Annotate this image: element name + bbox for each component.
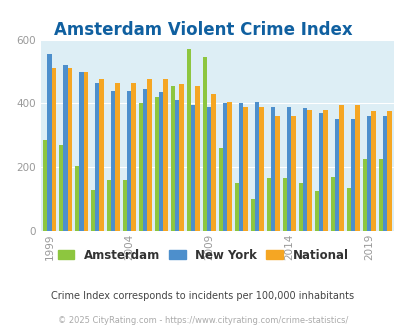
Bar: [377, 159, 382, 231]
Bar: [91, 189, 95, 231]
Bar: [339, 105, 343, 231]
Bar: [154, 97, 159, 231]
Text: © 2025 CityRating.com - https://www.cityrating.com/crime-statistics/: © 2025 CityRating.com - https://www.city…: [58, 316, 347, 325]
Bar: [115, 82, 119, 231]
Bar: [207, 107, 211, 231]
Bar: [250, 199, 254, 231]
Bar: [354, 105, 359, 231]
Bar: [147, 80, 151, 231]
Bar: [75, 166, 79, 231]
Bar: [275, 115, 279, 231]
Bar: [382, 116, 386, 231]
Bar: [322, 111, 327, 231]
Bar: [51, 68, 56, 231]
Bar: [362, 159, 366, 231]
Bar: [47, 54, 51, 231]
Bar: [334, 119, 339, 231]
Text: Crime Index corresponds to incidents per 100,000 inhabitants: Crime Index corresponds to incidents per…: [51, 291, 354, 301]
Bar: [366, 116, 370, 231]
Bar: [143, 89, 147, 231]
Bar: [266, 178, 270, 231]
Bar: [159, 92, 163, 231]
Bar: [239, 103, 243, 231]
Bar: [386, 112, 390, 231]
Bar: [227, 102, 231, 231]
Bar: [139, 103, 143, 231]
Bar: [254, 102, 259, 231]
Bar: [218, 148, 222, 231]
Bar: [330, 177, 334, 231]
Bar: [234, 183, 239, 231]
Bar: [79, 72, 83, 231]
Bar: [314, 191, 318, 231]
Bar: [99, 80, 104, 231]
Bar: [163, 80, 167, 231]
Bar: [350, 119, 354, 231]
Bar: [171, 86, 175, 231]
Bar: [179, 84, 183, 231]
Bar: [107, 180, 111, 231]
Bar: [131, 82, 135, 231]
Bar: [202, 57, 207, 231]
Bar: [370, 112, 375, 231]
Bar: [302, 108, 307, 231]
Bar: [191, 105, 195, 231]
Bar: [282, 178, 286, 231]
Bar: [346, 188, 350, 231]
Bar: [186, 49, 191, 231]
Bar: [290, 115, 295, 231]
Bar: [243, 107, 247, 231]
Bar: [270, 107, 275, 231]
Bar: [298, 183, 302, 231]
Bar: [195, 86, 199, 231]
Bar: [259, 107, 263, 231]
Legend: Amsterdam, New York, National: Amsterdam, New York, National: [53, 244, 352, 266]
Bar: [307, 111, 311, 231]
Bar: [286, 107, 290, 231]
Text: Amsterdam Violent Crime Index: Amsterdam Violent Crime Index: [53, 21, 352, 40]
Bar: [222, 103, 227, 231]
Bar: [127, 91, 131, 231]
Bar: [83, 72, 87, 231]
Bar: [63, 65, 67, 231]
Bar: [43, 140, 47, 231]
Bar: [211, 94, 215, 231]
Bar: [67, 68, 72, 231]
Bar: [318, 113, 322, 231]
Bar: [175, 100, 179, 231]
Bar: [59, 145, 63, 231]
Bar: [111, 91, 115, 231]
Bar: [95, 82, 99, 231]
Bar: [123, 180, 127, 231]
